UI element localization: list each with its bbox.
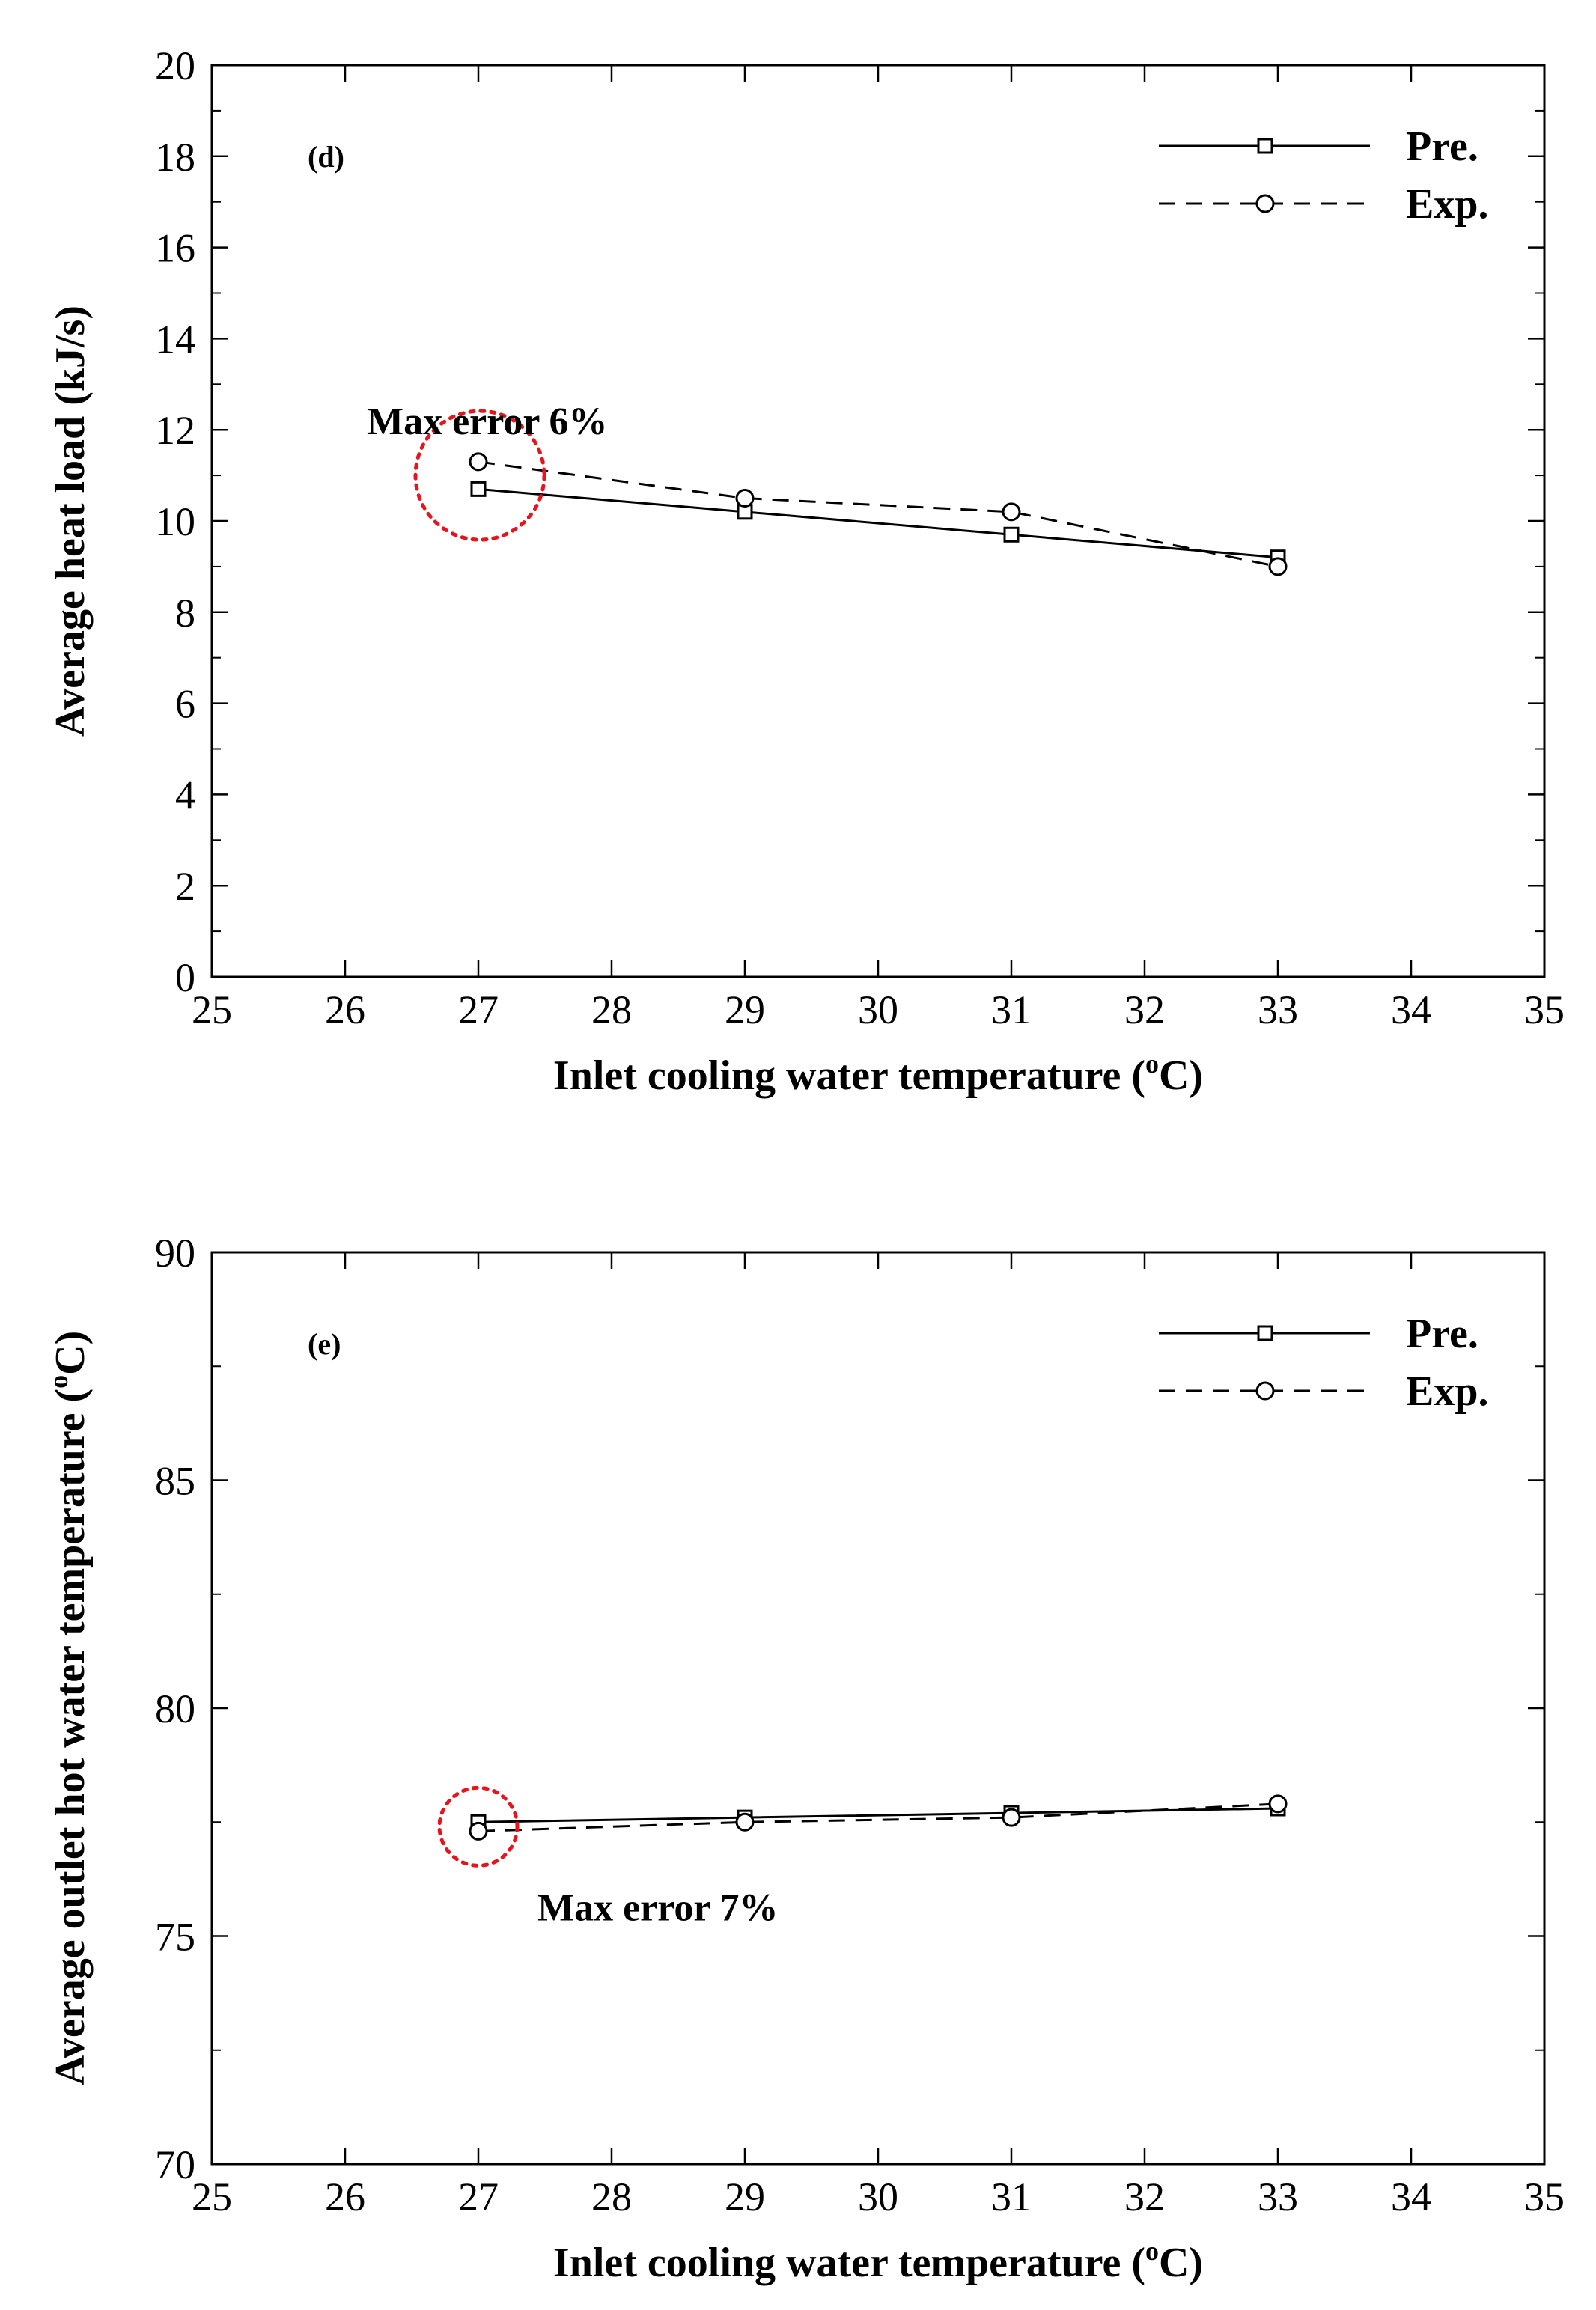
max-error-highlight-circle [437,1785,520,1868]
x-tick-label: 33 [1258,2175,1298,2219]
x-tick-label: 35 [1524,2175,1565,2219]
y-tick-label: 85 [155,1459,195,1504]
y-tick-label: 18 [155,135,195,180]
x-tick-label: 34 [1391,2175,1431,2219]
y-tick-label: 8 [175,591,195,636]
y-axis-label: Average heat load (kJ/s) [47,305,94,737]
legend-entry-label: Exp. [1406,1368,1489,1415]
x-tick-label: 32 [1124,2175,1165,2219]
x-tick-label: 28 [591,987,632,1032]
plot-frame [210,64,1546,978]
x-tick-label: 30 [858,987,898,1032]
data-point-pre [1003,526,1020,543]
x-tick-label: 26 [325,987,365,1032]
data-point-exp [735,489,755,508]
data-point-exp [1002,1808,1021,1827]
data-point-exp [1268,1794,1288,1814]
max-error-highlight-circle [413,409,546,542]
y-tick-label: 20 [155,43,195,88]
legend-marker-circle [1255,194,1275,213]
chart-panel-d: 25 26 27 28 29 30 31 32 33 34 35 0 2 4 6 8 10 12 14 16 18 20 I… [47,43,1565,1099]
data-point-exp [735,1812,755,1832]
panel-label: (d) [308,140,344,174]
series-line-pre [478,487,1279,559]
y-tick-label: 14 [155,317,195,362]
x-tick-label: 26 [325,2175,365,2219]
y-tick-label: 4 [175,772,195,817]
x-tick-label: 33 [1258,987,1298,1032]
x-tick-label: 29 [725,2175,765,2219]
legend-entry-label: Pre. [1406,1311,1478,1357]
data-point-exp [1002,502,1021,522]
y-tick-label: 12 [155,408,195,453]
x-tick-label: 25 [192,2175,232,2219]
x-axis-label-main: Inlet cooling water temperature ( [553,2240,1145,2286]
x-tick-label: 25 [192,987,232,1032]
x-tick-label: 28 [591,2175,632,2219]
x-tick-label: 27 [458,987,499,1032]
x-tick-label: 35 [1524,987,1565,1032]
x-axis-label-end: C) [1159,2240,1203,2286]
max-error-annotation: Max error 6% [367,400,608,443]
x-axis-label-sup: o [1145,2236,1159,2266]
data-point-exp [1268,557,1288,576]
x-axis-label-main: Inlet cooling water temperature ( [553,1052,1145,1099]
y-tick-label: 70 [155,2142,195,2187]
y-axis-label: Average outlet hot water temperature (oC… [43,1331,94,2086]
series-line-exp [478,460,1279,568]
y-tick-label: 6 [175,682,195,727]
y-axis-label-main: Average outlet hot water temperature ( [47,1389,94,2085]
legend-marker-square [1257,1325,1273,1341]
x-tick-label: 34 [1391,987,1431,1032]
x-tick-label: 30 [858,2175,898,2219]
x-tick-label: 31 [991,2175,1032,2219]
chart-panel-e: 25 26 27 28 29 30 31 32 33 34 35 70 75 80 85 90 Inlet co… [43,1231,1565,2286]
plot-frame [210,1251,1546,2166]
legend-marker-square [1257,138,1273,154]
y-tick-label: 90 [155,1231,195,1276]
data-point-exp [469,452,488,472]
data-point-exp [469,1821,488,1841]
x-axis-label: Inlet cooling water temperature (oC) [553,2236,1203,2286]
y-tick-label: 2 [175,864,195,909]
legend-entry-label: Pre. [1406,124,1478,170]
y-tick-label: 75 [155,1915,195,1960]
y-tick-label: 80 [155,1686,195,1731]
x-axis-label-sup: o [1145,1049,1159,1079]
x-tick-label: 27 [458,2175,499,2219]
x-axis-label: Inlet cooling water temperature (oC) [553,1049,1203,1099]
series-line-pre [478,1807,1279,1823]
x-tick-label: 31 [991,987,1032,1032]
panel-label: (e) [308,1327,341,1361]
x-axis-label-end: C) [1159,1052,1203,1099]
legend-entry-label: Exp. [1406,181,1489,228]
x-tick-label: 32 [1124,987,1165,1032]
x-tick-label: 29 [725,987,765,1032]
series-line-exp [478,1802,1279,1832]
y-axis-label-sup: o [43,1375,73,1389]
y-tick-label: 10 [155,499,195,544]
y-tick-label: 0 [175,955,195,1000]
y-tick-label: 16 [155,226,195,271]
max-error-annotation: Max error 7% [537,1886,779,1929]
data-point-pre [470,481,487,497]
y-axis-label-end: C) [47,1331,94,1375]
legend-marker-circle [1255,1381,1275,1401]
